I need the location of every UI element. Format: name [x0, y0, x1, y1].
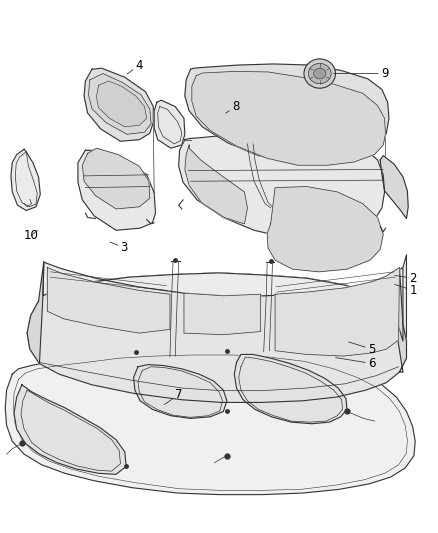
- Polygon shape: [275, 268, 399, 356]
- Ellipse shape: [308, 63, 331, 84]
- Polygon shape: [184, 293, 261, 335]
- Text: 2: 2: [395, 272, 417, 285]
- Text: 1: 1: [395, 284, 417, 297]
- Ellipse shape: [314, 68, 326, 79]
- Text: 6: 6: [336, 357, 375, 370]
- Polygon shape: [78, 150, 155, 230]
- Polygon shape: [185, 64, 389, 163]
- Polygon shape: [11, 149, 40, 211]
- Text: 9: 9: [333, 67, 389, 80]
- Text: 4: 4: [127, 59, 143, 74]
- Polygon shape: [27, 262, 44, 364]
- Polygon shape: [380, 156, 408, 219]
- Polygon shape: [14, 385, 126, 474]
- Text: 7: 7: [164, 388, 183, 405]
- Polygon shape: [179, 133, 385, 237]
- Polygon shape: [234, 354, 347, 424]
- Polygon shape: [82, 148, 150, 209]
- Polygon shape: [47, 268, 170, 333]
- Ellipse shape: [304, 59, 336, 88]
- Text: 5: 5: [349, 342, 375, 356]
- Polygon shape: [192, 71, 385, 165]
- Text: 3: 3: [110, 241, 128, 254]
- Polygon shape: [43, 262, 403, 341]
- Text: 8: 8: [226, 100, 240, 113]
- Polygon shape: [96, 81, 147, 127]
- Polygon shape: [39, 255, 406, 341]
- Polygon shape: [267, 187, 383, 272]
- Polygon shape: [154, 100, 185, 148]
- Polygon shape: [134, 365, 227, 418]
- Polygon shape: [185, 145, 247, 224]
- Polygon shape: [27, 273, 406, 402]
- Polygon shape: [84, 68, 153, 141]
- Polygon shape: [88, 74, 151, 134]
- Polygon shape: [388, 268, 406, 372]
- Text: 10: 10: [24, 229, 39, 242]
- Polygon shape: [5, 351, 415, 495]
